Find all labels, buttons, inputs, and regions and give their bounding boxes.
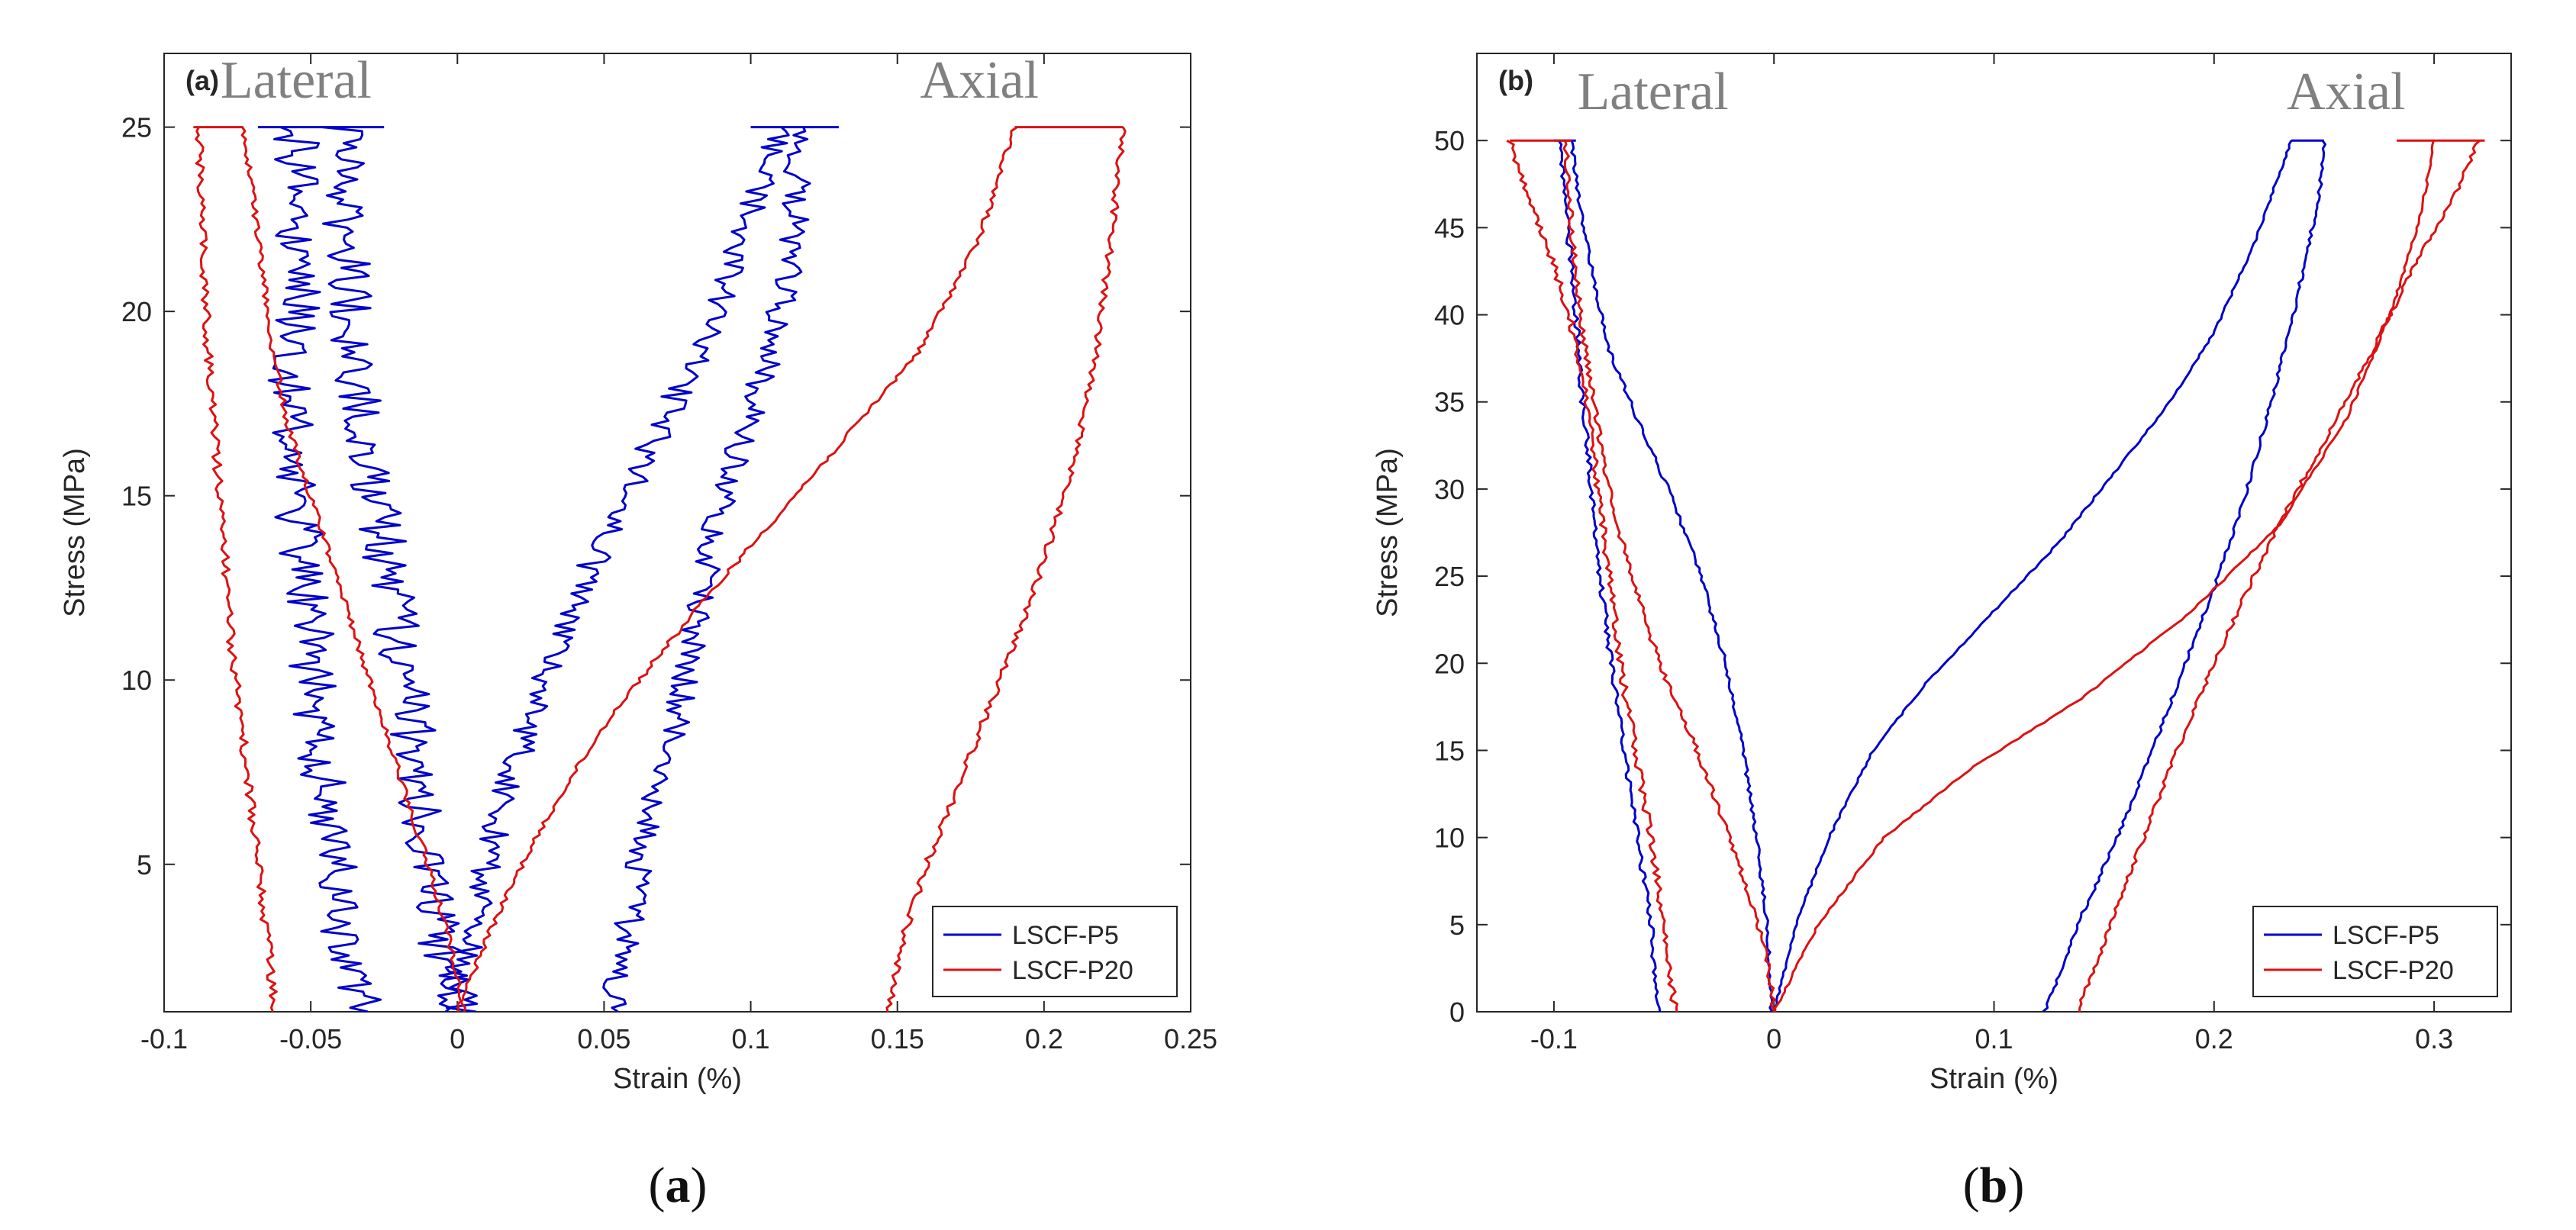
y-tick-label: 40: [1434, 300, 1465, 331]
figure-caption: (b): [1963, 1158, 2025, 1213]
y-axis-label: Stress (MPa): [1372, 448, 1404, 617]
y-tick-label: 20: [1434, 648, 1465, 679]
panel-label: (a): [185, 65, 219, 96]
x-tick-label: -0.1: [1530, 1023, 1578, 1055]
x-tick-label: 0.3: [2415, 1023, 2453, 1055]
y-tick-label: 20: [121, 296, 152, 327]
series-line-lscf-p20: [1562, 140, 1776, 1012]
series-line-lscf-p20: [1774, 140, 2435, 1012]
y-axis-label: Stress (MPa): [59, 448, 91, 617]
legend-box: [2252, 906, 2498, 997]
legend-label: LSCF-P20: [1012, 956, 1133, 985]
series-line-lscf-p5: [1773, 140, 2293, 1012]
chart-panel-b: -0.1 0 0.1 0.2 0.3 0 5 10 15 20 25 30 35 40 45 50 Strain…: [1372, 53, 2512, 1095]
series-group: [1506, 139, 2485, 1012]
x-axis-label: Strain (%): [1930, 1063, 2059, 1095]
series-line-lscf-p5: [437, 126, 790, 1012]
x-tick-label: 0.05: [577, 1023, 630, 1055]
x-tick-label: 0: [1766, 1023, 1781, 1055]
series-line-lscf-p20: [456, 126, 1018, 1012]
x-tick-label: -0.1: [140, 1023, 188, 1055]
x-tick-label: -0.05: [279, 1023, 342, 1055]
series-line-lscf-p20: [195, 126, 278, 1012]
legend-box: [932, 906, 1178, 997]
y-tick-label: 5: [137, 849, 152, 881]
y-tick-label: 30: [1434, 474, 1465, 505]
x-tick-label: 0.1: [1975, 1023, 2013, 1055]
y-tick-label: 50: [1434, 125, 1465, 156]
legend-label: LSCF-P5: [2333, 921, 2439, 950]
y-tick-label: 15: [121, 481, 152, 512]
y-tick-label: 25: [121, 112, 152, 143]
annotation-lateral: Lateral: [1578, 63, 1729, 121]
y-tick-label: 0: [1449, 997, 1465, 1028]
x-tick-label: 0.25: [1164, 1023, 1217, 1055]
series-line-lscf-p5: [2042, 140, 2326, 1012]
legend: LSCF-P5 LSCF-P20: [932, 906, 1178, 997]
y-tick-label: 45: [1434, 212, 1465, 243]
series-line-lscf-p5: [267, 126, 382, 1012]
x-axis-label: Strain (%): [613, 1063, 742, 1095]
legend: LSCF-P5 LSCF-P20: [2252, 906, 2498, 997]
series-line-lscf-p20: [240, 126, 466, 1012]
x-tick-label: 0.2: [1025, 1023, 1063, 1055]
annotation-lateral: Lateral: [221, 51, 372, 110]
panel-label: (b): [1498, 65, 1533, 96]
annotation-axial: Axial: [920, 51, 1040, 110]
series-line-lscf-p20: [1506, 139, 1678, 1012]
x-tick-label: 0.2: [2195, 1023, 2233, 1055]
series-line-lscf-p5: [1557, 140, 1662, 1012]
y-tick-label: 15: [1434, 735, 1465, 766]
series-line-lscf-p20: [885, 126, 1127, 1012]
series-line-lscf-p20: [2078, 140, 2481, 1012]
y-tick-label: 10: [121, 665, 152, 696]
legend-label: LSCF-P20: [2333, 956, 2454, 985]
y-tick-label: 10: [1434, 823, 1465, 854]
plot-area-frame: [1476, 53, 2512, 1013]
y-tick-label: 25: [1434, 561, 1465, 592]
series-group: [193, 126, 1127, 1012]
series-line-lscf-p5: [602, 127, 811, 1012]
x-tick-label: 0.1: [732, 1023, 770, 1055]
chart-panel-a: -0.1 -0.05 0 0.05 0.1 0.15 0.2 0.25 5 10 15 20 25 Str…: [59, 51, 1217, 1095]
series-line-lscf-p5: [322, 126, 479, 1012]
legend-label: LSCF-P5: [1012, 921, 1119, 950]
y-tick-label: 5: [1449, 910, 1465, 941]
x-tick-label: 0: [450, 1023, 465, 1055]
annotation-axial: Axial: [2287, 63, 2406, 121]
plot-area-frame: [163, 53, 1191, 1013]
figure-caption: (a): [649, 1158, 708, 1213]
y-tick-label: 35: [1434, 387, 1465, 418]
series-line-lscf-p5: [1570, 140, 1774, 1012]
x-tick-label: 0.15: [871, 1023, 924, 1055]
